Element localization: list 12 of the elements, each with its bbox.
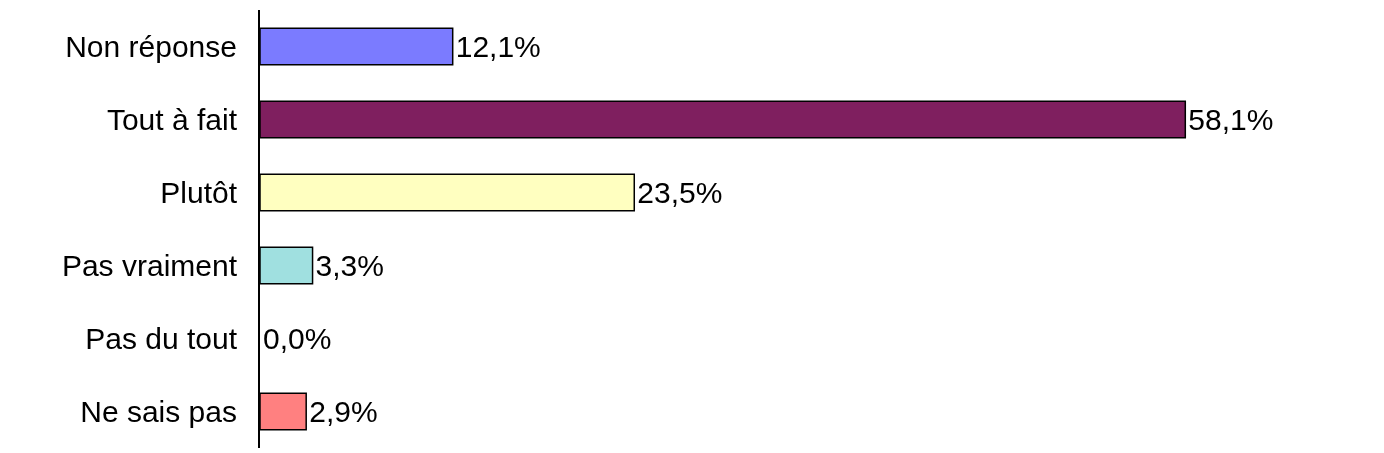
data-label: 2,9% [309,395,378,428]
y-tick-label: Non réponse [65,30,237,63]
y-tick-label: Plutôt [160,176,238,209]
data-label: 3,3% [315,249,384,282]
data-label: 0,0% [263,322,332,355]
data-label: 23,5% [637,176,723,209]
y-tick-label: Pas vraiment [61,249,238,282]
y-tick-label: Ne sais pas [80,395,237,428]
data-label: 58,1% [1188,103,1274,136]
y-tick-label: Tout à fait [106,103,238,136]
y-tick-label: Pas du tout [85,322,238,355]
data-label: 12,1% [455,30,541,63]
